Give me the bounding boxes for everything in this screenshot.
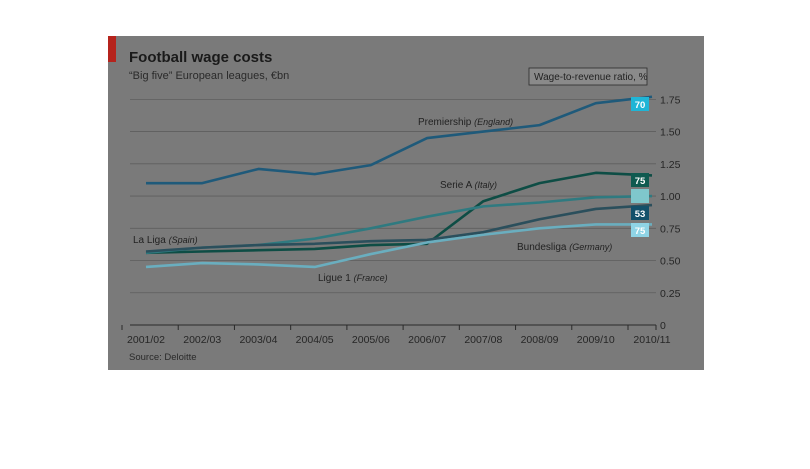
ratio-badge (631, 97, 649, 111)
x-tick-label: 2010/11 (633, 334, 670, 346)
chart-subtitle: “Big five” European leagues, €bn (129, 70, 289, 82)
ratio-badge (631, 189, 649, 203)
series-line-ligue-1 (145, 203, 653, 253)
lines-layer (145, 95, 653, 269)
x-tick-label: 2002/03 (183, 334, 221, 346)
ratio-badge (631, 173, 649, 187)
series-line-bundesliga (145, 223, 652, 269)
y-tick-label: 1.75 (660, 94, 681, 106)
x-tick-label: 2009/10 (577, 334, 615, 346)
y-tick-label: 1.00 (660, 191, 681, 203)
x-tick-label: 2001/02 (127, 334, 165, 346)
ratio-legend-text: Wage-to-revenue ratio, % (534, 72, 648, 83)
ratio-badge-text: 70 (635, 100, 646, 111)
y-tick-label: 0.25 (660, 288, 681, 300)
labels-layer: Premiership (England) Serie A (Italy) La L… (133, 117, 612, 284)
y-tick-label: 0.75 (660, 223, 681, 235)
badges-layer: 70 75 53 75 (631, 97, 649, 237)
series-label: Serie A (Italy) (440, 180, 497, 191)
ratio-badge-text: 53 (635, 209, 646, 220)
ratio-badge-text: 75 (635, 226, 646, 237)
x-tick-label: 2003/04 (239, 334, 277, 346)
chart-title: Football wage costs (129, 49, 272, 66)
grid-layer (130, 98, 656, 294)
ratio-legend: Wage-to-revenue ratio, % (528, 67, 648, 86)
y-tick-label: 0.50 (660, 256, 681, 268)
x-tick-label: 2005/06 (352, 334, 390, 346)
series-label: La Liga (Spain) (133, 235, 198, 246)
x-tick-label: 2004/05 (296, 334, 334, 346)
ratio-legend-box (528, 67, 648, 86)
ratio-badge (631, 223, 649, 237)
series-line-serie-a (145, 171, 653, 255)
series-label: Premiership (England) (418, 117, 513, 128)
y-tick-label: 0 (660, 320, 666, 332)
chart-panel (108, 36, 704, 370)
accent-bar (108, 36, 116, 62)
x-tick-label: 2007/08 (464, 334, 502, 346)
x-tick-label: 2008/09 (521, 334, 559, 346)
ratio-badge-text: 75 (635, 176, 646, 187)
x-tick-label: 2006/07 (408, 334, 446, 346)
y-tick-label: 1.25 (660, 159, 681, 171)
axis-layer: 0 0.25 0.50 0.75 1.00 1.25 1.50 1.75 2001/02 2002… (121, 94, 681, 346)
ratio-badge (631, 206, 649, 220)
source-note: Source: Deloitte (129, 352, 197, 363)
series-label: Ligue 1 (France) (318, 273, 388, 284)
y-tick-label: 1.50 (660, 127, 681, 139)
series-label: Bundesliga (Germany) (517, 242, 612, 253)
series-line-premiership (146, 95, 653, 185)
